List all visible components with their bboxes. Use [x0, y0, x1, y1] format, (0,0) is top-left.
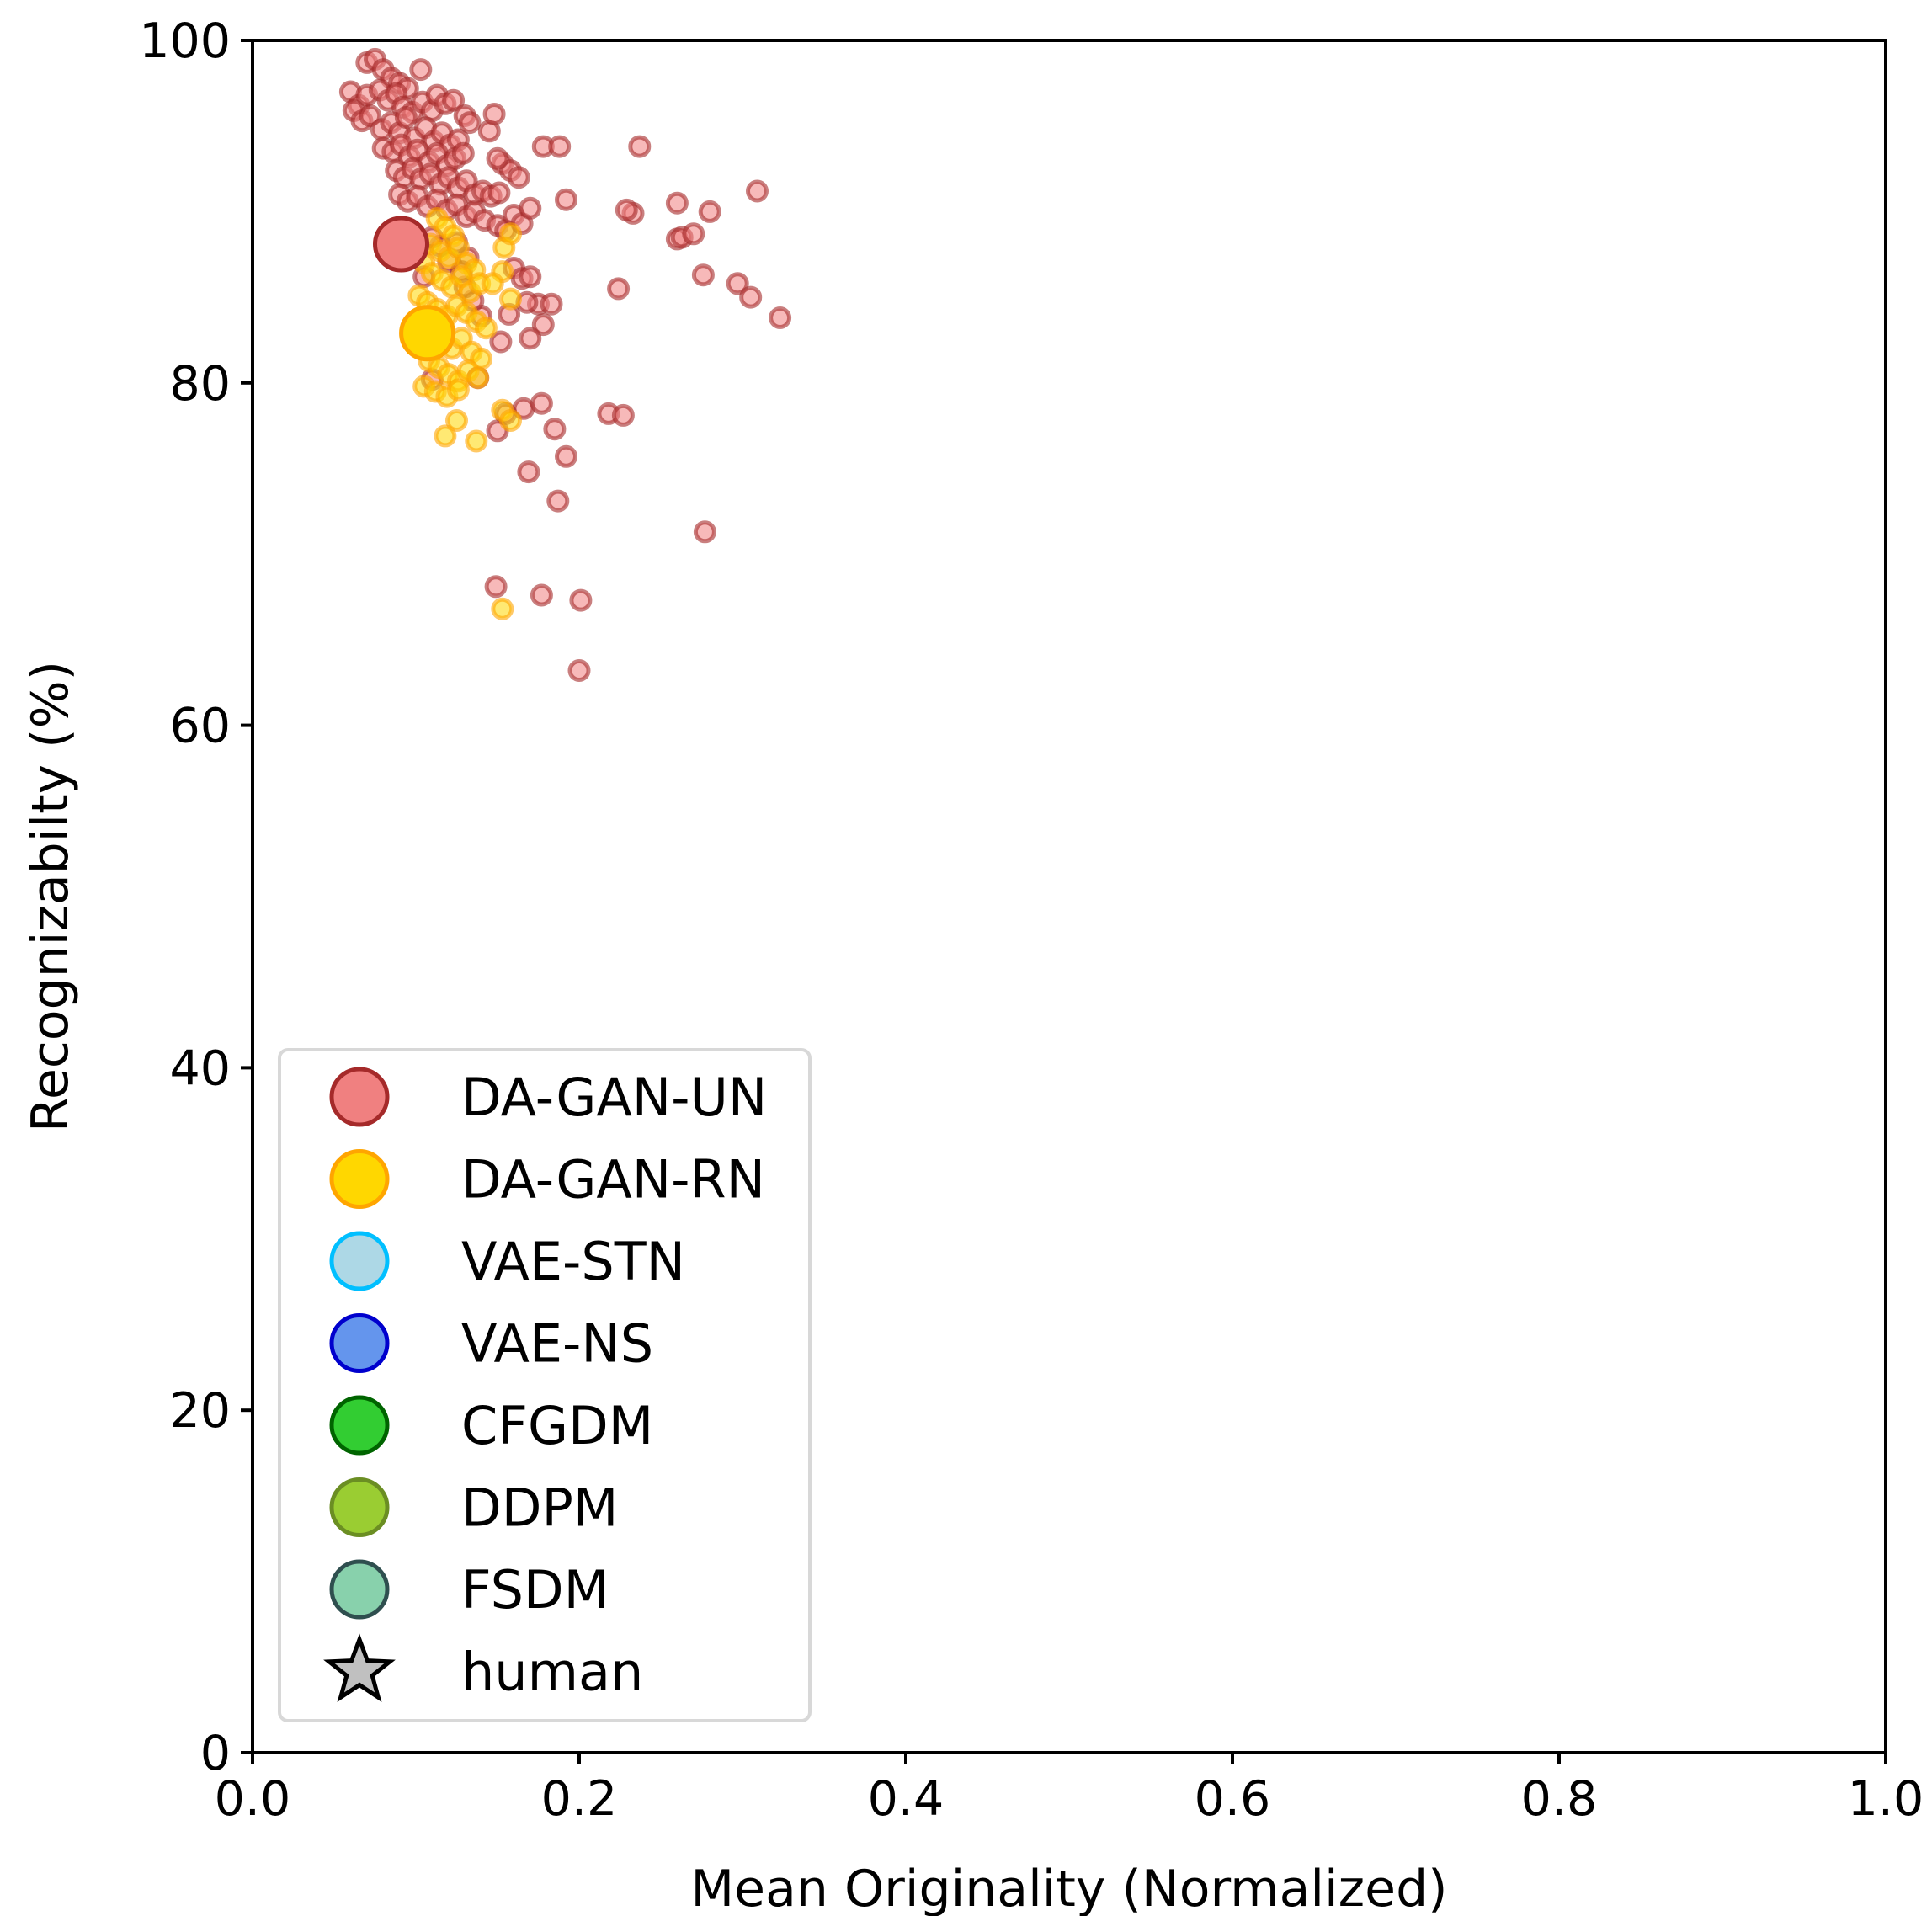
point-da-gan-un-120	[543, 418, 567, 441]
point-da-gan-rn-47	[499, 409, 522, 432]
legend-label-human: human	[461, 1642, 643, 1703]
legend-label-vae-ns: VAE-NS	[461, 1313, 653, 1375]
legend-marker-fsdm	[329, 1559, 390, 1620]
legend-marker-da-gan-rn	[329, 1149, 390, 1209]
legend-label-da-gan-rn: DA-GAN-RN	[461, 1149, 765, 1211]
y-tick-label-0: 0	[200, 1726, 231, 1781]
y-tick-label-3: 60	[169, 699, 231, 754]
point-da-gan-un-122	[611, 403, 635, 427]
point-da-gan-un-95	[607, 277, 631, 301]
point-da-gan-un-87	[746, 179, 769, 203]
point-da-gan-un-79	[548, 135, 572, 158]
point-da-gan-un-94	[769, 306, 792, 329]
mean-marker-da-gan-rn	[399, 305, 456, 362]
point-da-gan-un-98	[519, 265, 542, 289]
point-da-gan-un-93	[739, 285, 763, 309]
point-da-gan-rn-49	[434, 424, 457, 448]
point-da-gan-un-30	[394, 106, 418, 129]
point-da-gan-rn-40	[446, 378, 470, 402]
point-da-gan-rn-36	[466, 366, 490, 390]
y-tick-label-2: 40	[169, 1040, 231, 1096]
x-tick-label-2: 0.4	[868, 1771, 945, 1827]
point-da-gan-un-90	[682, 222, 705, 246]
legend-marker-vae-ns	[329, 1313, 390, 1373]
point-da-gan-rn-48	[445, 409, 468, 432]
point-da-gan-rn-51	[491, 597, 514, 620]
point-da-gan-un-85	[665, 191, 689, 215]
point-da-gan-rn-50	[465, 429, 488, 453]
point-da-gan-un-124	[555, 444, 577, 468]
x-tick-label-0: 0.0	[215, 1771, 291, 1827]
point-da-gan-un-82	[519, 196, 542, 220]
legend-box	[278, 1048, 812, 1722]
point-da-gan-rn-23	[474, 317, 498, 340]
point-da-gan-un-104	[519, 327, 542, 350]
legend-marker-vae-stn	[329, 1231, 390, 1291]
legend-label-ddpm: DDPM	[461, 1477, 618, 1539]
y-tick-label-5: 100	[139, 13, 231, 69]
ticks-layer: 0.0 0.2 0.4 0.6 0.8 1.0 0 20 40 60 80 100	[139, 13, 1924, 1827]
plot-frame	[251, 39, 1887, 1754]
point-da-gan-un-21	[458, 111, 482, 135]
point-da-gan-un-130	[567, 659, 591, 682]
legend-label-cfgdm: CFGDM	[461, 1395, 653, 1456]
point-da-gan-un-19	[442, 88, 466, 112]
point-da-gan-un-46	[451, 141, 475, 165]
point-da-gan-un-23	[482, 103, 506, 125]
point-da-gan-un-77	[486, 146, 509, 170]
point-da-gan-un-118	[530, 391, 553, 415]
legend-marker-cfgdm	[329, 1395, 390, 1456]
point-da-gan-un-76	[507, 166, 530, 189]
points-layer	[338, 47, 792, 682]
point-da-gan-un-105	[489, 330, 513, 354]
legend-marker-ddpm	[329, 1477, 390, 1537]
point-da-gan-rn-42	[481, 272, 504, 295]
legend-label-vae-stn: VAE-STN	[461, 1231, 685, 1292]
point-da-gan-rn-43	[499, 287, 522, 311]
y-tick-label-1: 20	[169, 1383, 231, 1439]
y-tick-label-4: 80	[169, 356, 231, 412]
point-da-gan-un-123	[517, 460, 540, 484]
legend-label-da-gan-un: DA-GAN-UN	[461, 1067, 767, 1128]
x-tick-label-3: 0.6	[1195, 1771, 1271, 1827]
point-da-gan-un-125	[546, 489, 570, 513]
x-tick-label-4: 0.8	[1521, 1771, 1598, 1827]
point-da-gan-un-84	[615, 198, 638, 221]
point-da-gan-un-100	[540, 292, 563, 316]
means-layer	[373, 216, 456, 362]
x-axis-label: Mean Originality (Normalized)	[690, 1860, 1447, 1916]
point-da-gan-un-86	[698, 200, 721, 223]
legend-label-fsdm: FSDM	[461, 1559, 609, 1621]
point-da-gan-un-127	[484, 575, 508, 599]
legend-marker-da-gan-un	[329, 1067, 390, 1127]
x-tick-label-5: 1.0	[1848, 1771, 1924, 1827]
point-da-gan-un-126	[693, 520, 716, 544]
point-da-gan-un-6	[409, 58, 433, 82]
mean-marker-da-gan-un	[373, 216, 429, 273]
point-da-gan-rn-45	[499, 222, 522, 246]
point-da-gan-un-92	[726, 272, 749, 295]
legend-items: DA-GAN-UN DA-GAN-RN VAE-STN VAE-NS CFGDM DDPM…	[323, 1067, 767, 1703]
legend: DA-GAN-UN DA-GAN-RN VAE-STN VAE-NS CFGDM DDPM…	[278, 1048, 812, 1722]
point-da-gan-un-81	[555, 188, 577, 211]
point-da-gan-un-103	[531, 313, 555, 337]
y-axis-label: Recognizabilty (%)	[21, 661, 80, 1132]
point-da-gan-un-91	[691, 263, 715, 287]
point-da-gan-un-59	[487, 181, 511, 205]
point-da-gan-un-80	[628, 135, 652, 158]
point-da-gan-un-129	[569, 588, 593, 612]
point-da-gan-un-128	[530, 583, 553, 607]
x-tick-label-1: 0.2	[541, 1771, 618, 1827]
legend-marker-human	[323, 1633, 396, 1702]
